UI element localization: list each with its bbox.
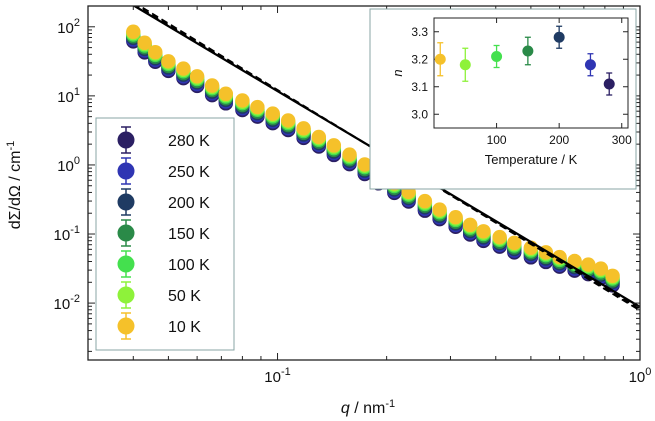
data-point (492, 229, 507, 245)
legend-entry: 100 K (117, 250, 210, 278)
data-point (161, 54, 176, 69)
data-point (448, 210, 463, 225)
inset-data-point (434, 53, 446, 65)
data-point (593, 261, 609, 276)
legend-entry: 10 K (117, 312, 201, 340)
inset-chart: 100 200 300 3.0 3.1 3.2 3.3 Temperature / K n (369, 8, 637, 190)
legend-label: 150 K (168, 226, 210, 243)
legend-entry: 280 K (117, 126, 210, 154)
legend-marker (117, 193, 135, 211)
y-tick-label: 101 (57, 86, 80, 106)
data-point (357, 157, 372, 172)
legend-entry: 250 K (117, 157, 210, 185)
inset-point-group (584, 53, 596, 77)
legend-label: 50 K (168, 288, 201, 305)
inset-data-point (584, 59, 596, 71)
inset-point-group (603, 72, 615, 96)
y-axis: 10-2 10-1 100 101 102 (54, 5, 640, 352)
data-point (235, 93, 250, 108)
data-point (296, 121, 311, 136)
data-point (176, 61, 191, 76)
legend-label: 200 K (168, 195, 210, 212)
data-point (417, 193, 433, 209)
data-point (605, 268, 620, 283)
y-axis-title: dΣ/dΩ / cm-1 (5, 141, 24, 230)
inset-y-tick-label: 3.0 (411, 107, 428, 121)
legend-marker (117, 224, 135, 242)
inset-data-point (522, 45, 534, 57)
legend-marker (117, 317, 135, 335)
legend: 280 K 250 K 200 K 150 K 100 K 50 K 10 K (95, 117, 235, 351)
data-point (250, 99, 265, 115)
legend-entry: 200 K (117, 188, 210, 216)
inset-point-group (522, 36, 534, 66)
data-point (507, 235, 522, 251)
legend-entry: 50 K (117, 281, 201, 309)
x-tick-label: 10-1 (264, 366, 290, 386)
inset-data-point (459, 59, 471, 71)
y-tick-label: 10-2 (54, 293, 80, 313)
data-point (462, 217, 478, 233)
inset-data-point (491, 51, 503, 62)
legend-label: 10 K (168, 319, 201, 336)
data-point (311, 129, 327, 145)
inset-point-group (434, 42, 446, 77)
data-point (326, 138, 342, 153)
inset-x-tick-label: 300 (612, 133, 632, 147)
data-point (476, 224, 491, 239)
legend-label: 280 K (168, 133, 210, 150)
data-point (137, 35, 152, 50)
y-tick-label: 10-1 (54, 224, 80, 244)
data-point (148, 44, 163, 60)
inset-x-axis-title: Temperature / K (485, 152, 578, 167)
legend-marker (117, 162, 135, 180)
inset-y-tick-label: 3.1 (411, 80, 428, 94)
data-point (280, 113, 296, 128)
inset-data-point (553, 31, 565, 43)
legend-label: 250 K (168, 164, 210, 181)
inset-y-tick-label: 3.2 (411, 52, 428, 66)
legend-marker (117, 286, 135, 304)
inset-y-tick-label: 3.3 (411, 25, 428, 39)
inset-box (369, 8, 637, 190)
x-axis-title: q / nm-1 (341, 398, 395, 417)
inset-x-tick-label: 200 (549, 133, 569, 147)
data-point (126, 24, 141, 39)
inset-point-group (459, 47, 471, 82)
x-tick-label: 100 (629, 366, 652, 386)
inset-x-tick-label: 100 (487, 133, 507, 147)
plot-frame (87, 5, 641, 361)
data-point (342, 147, 357, 162)
data-point (204, 78, 220, 93)
inset-frame (433, 17, 629, 129)
inset-point-group (491, 44, 503, 69)
legend-label: 100 K (168, 257, 210, 274)
legend-marker (117, 255, 135, 273)
legend-box (95, 117, 235, 351)
y-tick-label: 100 (57, 155, 80, 175)
data-point (218, 86, 234, 101)
legend-marker (117, 131, 135, 149)
data-point (581, 257, 596, 272)
data-point (189, 69, 205, 84)
inset-point-group (553, 25, 565, 49)
data-point (432, 202, 447, 217)
y-tick-label: 102 (57, 17, 80, 37)
inset-data-point (603, 78, 615, 90)
data-point (265, 106, 280, 121)
inset-y-axis-title: n (390, 69, 405, 76)
legend-entry: 150 K (117, 219, 210, 247)
